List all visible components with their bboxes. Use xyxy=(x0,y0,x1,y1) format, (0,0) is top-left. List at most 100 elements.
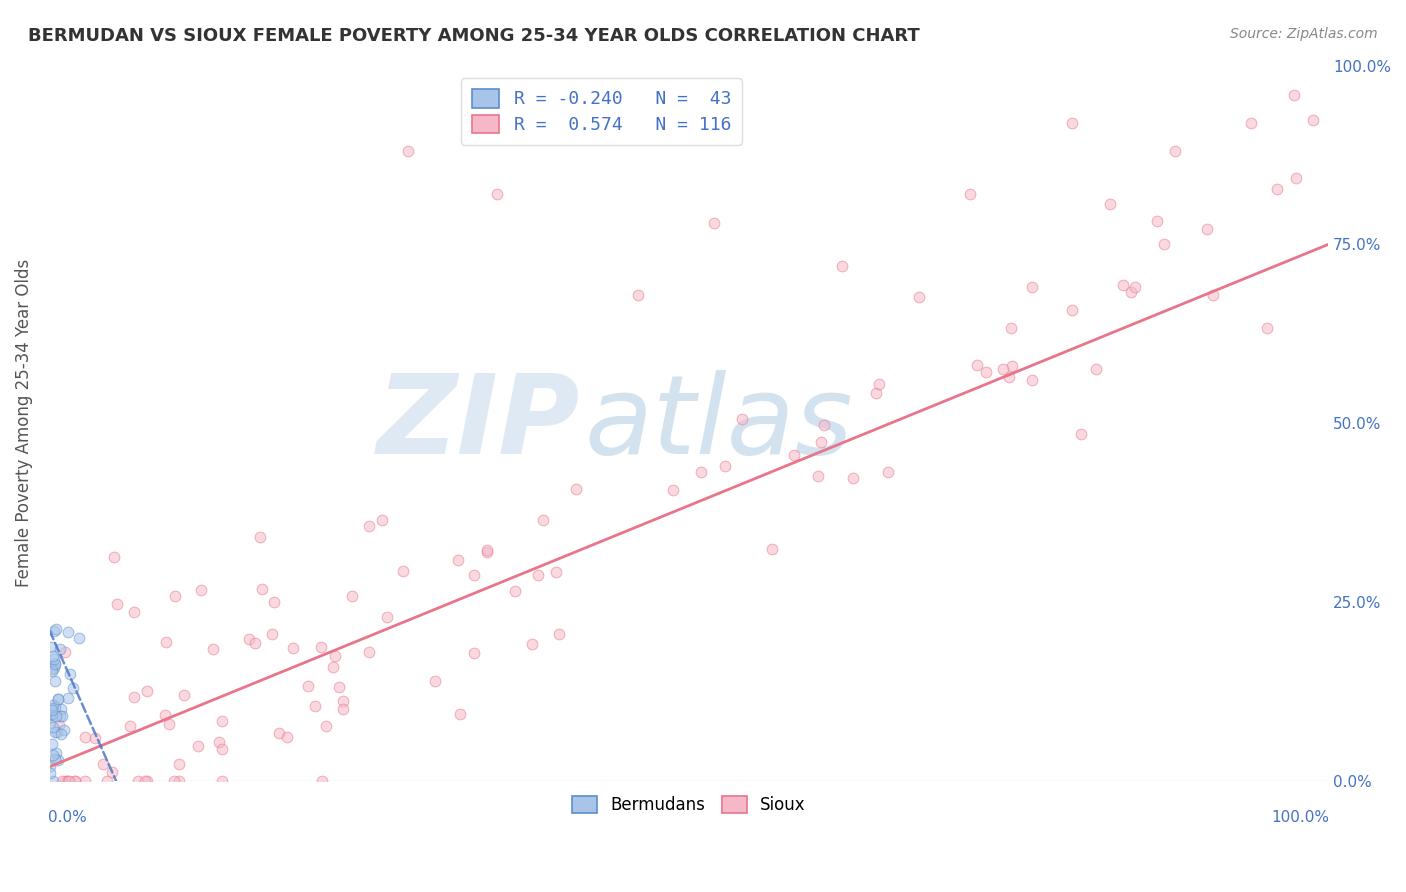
Point xyxy=(45,725,67,739)
Point xyxy=(527,567,550,582)
Point xyxy=(51,702,73,716)
Point xyxy=(1121,285,1143,299)
Point xyxy=(252,582,274,596)
Point xyxy=(44,657,66,672)
Point xyxy=(155,635,177,649)
Point xyxy=(297,679,319,693)
Point xyxy=(260,627,283,641)
Point xyxy=(267,726,290,740)
Point xyxy=(75,774,97,789)
Point xyxy=(41,703,63,717)
Point xyxy=(118,718,141,732)
Point xyxy=(1202,287,1225,301)
Point xyxy=(63,774,86,789)
Point xyxy=(56,625,79,640)
Point xyxy=(810,435,832,450)
Point xyxy=(41,662,63,676)
Point xyxy=(703,130,725,145)
Point xyxy=(67,632,90,646)
Point xyxy=(53,645,76,659)
Point xyxy=(1060,302,1083,317)
Point xyxy=(1284,171,1306,186)
Point xyxy=(1302,113,1324,128)
Point xyxy=(42,720,65,734)
Point xyxy=(503,584,526,599)
Point xyxy=(1062,116,1084,130)
Point xyxy=(48,717,70,731)
Text: 100.0%: 100.0% xyxy=(1271,810,1330,824)
Point xyxy=(211,714,233,728)
Point xyxy=(627,287,650,301)
Point xyxy=(42,648,65,663)
Point xyxy=(208,735,231,749)
Legend: Bermudans, Sioux: Bermudans, Sioux xyxy=(564,788,814,822)
Point xyxy=(41,665,63,679)
Point xyxy=(309,640,332,654)
Point xyxy=(332,694,354,708)
Point xyxy=(39,759,62,773)
Point xyxy=(761,541,783,556)
Point xyxy=(877,465,900,479)
Point xyxy=(163,774,186,789)
Point xyxy=(1099,197,1122,211)
Point xyxy=(249,530,271,544)
Point xyxy=(323,649,346,664)
Point xyxy=(73,731,96,745)
Point xyxy=(1265,182,1288,196)
Point xyxy=(48,709,70,723)
Point xyxy=(991,362,1014,376)
Point xyxy=(831,259,853,273)
Text: 0.0%: 0.0% xyxy=(48,810,87,824)
Point xyxy=(62,681,84,695)
Point xyxy=(42,773,65,788)
Point xyxy=(169,756,191,771)
Point xyxy=(51,774,73,789)
Point xyxy=(1070,426,1092,441)
Point xyxy=(167,774,190,789)
Point xyxy=(103,549,125,564)
Point xyxy=(49,641,72,656)
Point xyxy=(332,702,354,716)
Point xyxy=(782,449,804,463)
Point xyxy=(1001,359,1024,373)
Point xyxy=(311,774,333,789)
Point xyxy=(124,605,146,619)
Point xyxy=(44,674,66,689)
Point xyxy=(122,690,145,704)
Point xyxy=(211,741,233,756)
Point xyxy=(976,365,998,379)
Point xyxy=(1000,320,1022,334)
Point xyxy=(1282,88,1305,103)
Point xyxy=(42,661,65,675)
Point xyxy=(173,688,195,702)
Point xyxy=(136,774,159,789)
Point xyxy=(547,627,569,641)
Point xyxy=(84,731,107,746)
Point xyxy=(101,765,124,780)
Point xyxy=(959,187,981,202)
Point xyxy=(375,610,398,624)
Point xyxy=(475,545,498,559)
Point xyxy=(703,216,725,230)
Point xyxy=(328,680,350,694)
Text: atlas: atlas xyxy=(583,370,852,477)
Point xyxy=(371,513,394,527)
Point xyxy=(44,725,66,739)
Point xyxy=(187,739,209,754)
Point xyxy=(425,674,447,689)
Point xyxy=(201,641,224,656)
Point xyxy=(211,774,233,789)
Point xyxy=(48,691,70,706)
Text: ZIP: ZIP xyxy=(377,370,581,477)
Point xyxy=(46,691,69,706)
Point xyxy=(51,708,73,723)
Point xyxy=(53,774,76,789)
Point xyxy=(58,774,80,789)
Point xyxy=(322,659,344,673)
Point xyxy=(63,774,86,789)
Point xyxy=(807,469,830,483)
Point xyxy=(263,594,285,608)
Point xyxy=(45,708,67,723)
Point xyxy=(41,747,63,762)
Point xyxy=(41,701,63,715)
